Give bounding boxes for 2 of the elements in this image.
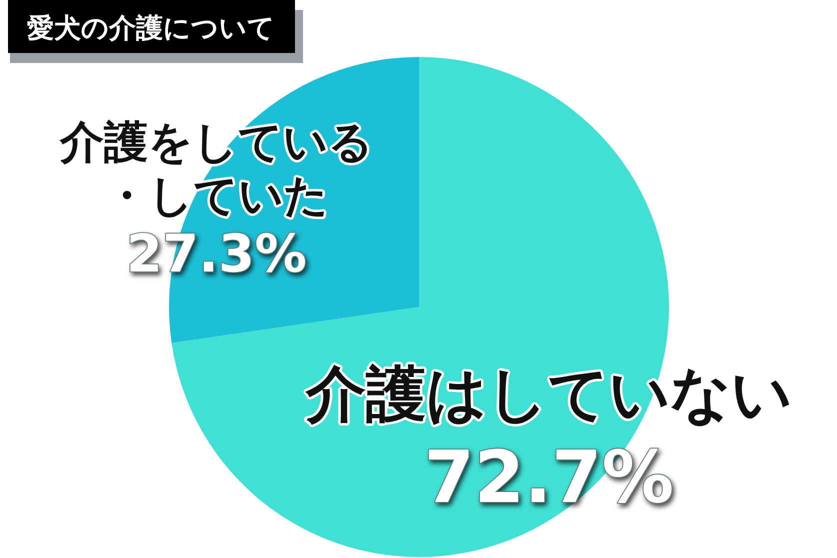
slice-label: 介護をしている・していた	[59, 117, 373, 222]
chart-title: 愛犬の介護について	[27, 13, 275, 44]
